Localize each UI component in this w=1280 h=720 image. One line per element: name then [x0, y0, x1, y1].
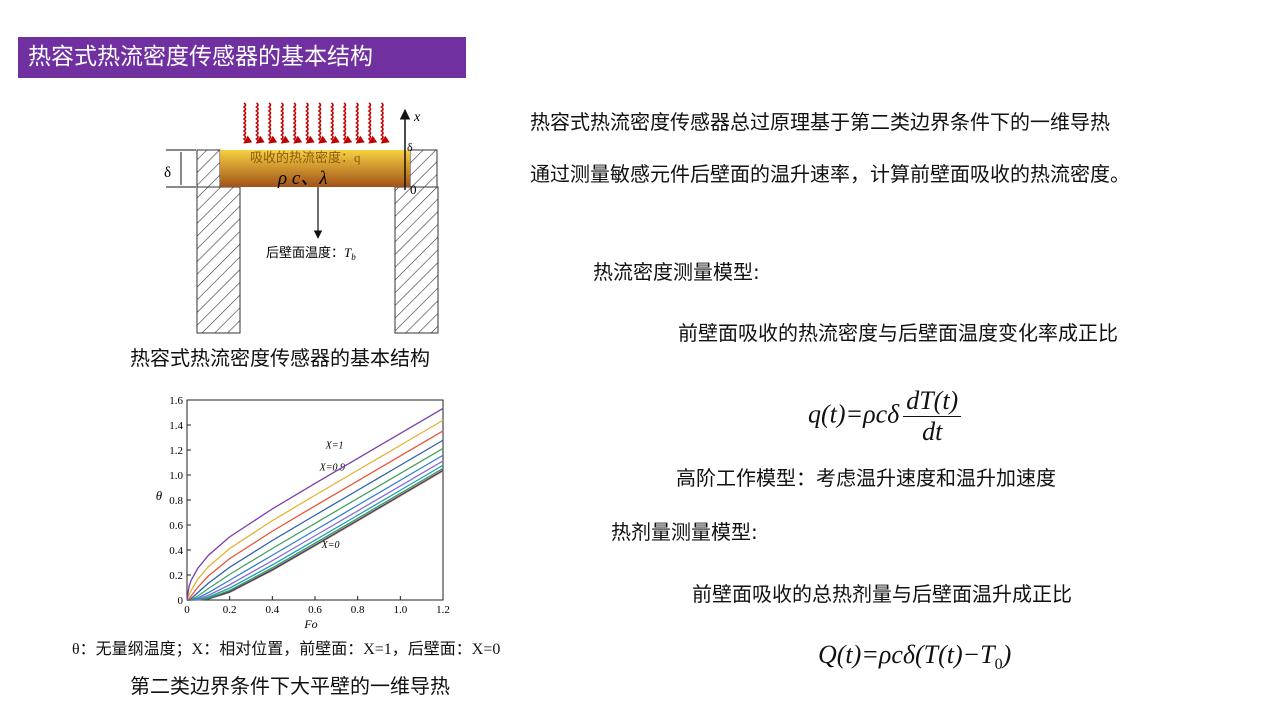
y-tick-label: 0 — [178, 595, 184, 607]
curve-label: X=0.9 — [319, 462, 345, 473]
back-symbol: T — [344, 245, 352, 260]
y-tick-label: 0.8 — [169, 495, 183, 507]
model-text: 前壁面吸收的总热剂量与后壁面温升成正比 — [692, 582, 1072, 606]
sensor-plate — [220, 150, 410, 187]
wave-arrow — [380, 102, 390, 144]
numerator: dT(t) — [903, 386, 962, 417]
absorbed-label: 吸收的热流密度：q — [250, 150, 361, 165]
figure-caption: 热容式热流密度传感器的基本结构 — [130, 346, 430, 370]
wave-arrow — [355, 102, 365, 144]
left-block — [196, 149, 221, 188]
y-tick-label: 1.4 — [169, 420, 183, 432]
model-title: 热流密度测量模型: — [593, 260, 760, 284]
formula-lhs: q(t)=ρcδ — [808, 399, 900, 429]
title-banner: 热容式热流密度传感器的基本结构 — [18, 37, 466, 78]
left-wall — [196, 186, 241, 334]
formula-main: Q(t)=ρcδ(T(t)−T — [818, 640, 995, 669]
curve-label: X=1 — [325, 440, 344, 451]
theta-curve — [186, 419, 444, 601]
right-block — [409, 149, 438, 188]
model-text: 前壁面吸收的热流密度与后壁面温度变化率成正比 — [678, 321, 1118, 345]
y-tick-label: 0.4 — [169, 545, 183, 557]
theta-curve — [187, 447, 444, 601]
theta-curve — [187, 454, 444, 601]
denominator: dt — [922, 417, 943, 446]
x-tick-label: 0 — [184, 604, 190, 616]
chart-note: θ：无量纲温度；X：相对位置，前壁面：X=1，后壁面：X=0 — [72, 641, 501, 658]
x-tick-label: 0.6 — [308, 604, 322, 616]
x-tick-label: 1.2 — [436, 604, 450, 616]
wave-arrow — [330, 102, 340, 144]
y-tick-label: 1.0 — [169, 470, 183, 482]
wave-arrow — [267, 102, 278, 144]
wave-arrow — [342, 102, 353, 144]
theta-chart: 0 0.2 0.4 0.6 0.8 1.0 1.2 1.4 1.6 0 0.2 0.4 0.6 0.8 1.… — [156, 395, 450, 631]
wave-arrow — [305, 102, 315, 144]
heat-flux-arrows — [242, 102, 390, 144]
formula: q(t)=ρcδ dT(t) dt — [808, 386, 962, 447]
delta-right: δ — [407, 140, 413, 154]
chart-caption: 第二类边界条件下大平壁的一维导热 — [130, 674, 450, 698]
theta-curve — [186, 430, 444, 601]
sensor-diagram: 吸收的热流密度：q ρ c、λ 后壁面温度：Tb x 0 δ δ — [164, 102, 439, 334]
theta-curve — [187, 464, 444, 601]
y-tick-label: 1.6 — [169, 395, 183, 407]
delta-left: δ — [164, 165, 171, 181]
curve-label: X=0 — [321, 540, 340, 551]
theta-curve — [186, 407, 444, 601]
model-title: 热剂量测量模型: — [611, 520, 758, 544]
properties-label: ρ c、λ — [277, 168, 328, 189]
wave-arrow — [292, 102, 303, 144]
y-tick-label: 1.2 — [169, 445, 183, 457]
x-tick-label: 1.0 — [393, 604, 407, 616]
intro-line: 热容式热流密度传感器总过原理基于第二类边界条件下的一维导热 — [530, 110, 1110, 134]
axis-x: x — [413, 110, 421, 125]
theta-curve — [186, 439, 444, 601]
back-label: 后壁面温度：Tb — [266, 245, 356, 262]
y-axis-label: θ — [156, 488, 163, 503]
x-tick-label: 0.4 — [265, 604, 279, 616]
x-axis-label: Fo — [303, 617, 317, 631]
y-tick-label: 0.2 — [169, 570, 183, 582]
formula-sub: 0 — [994, 656, 1003, 674]
wave-arrow — [367, 102, 378, 144]
x-tick-label: 0.2 — [223, 604, 237, 616]
right-wall — [394, 186, 439, 334]
wave-arrow — [317, 102, 328, 144]
wave-arrow — [242, 102, 253, 144]
y-tick-label: 0.6 — [169, 520, 183, 532]
intro-line: 通过测量敏感元件后壁面的温升速率，计算前壁面吸收的热流密度。 — [530, 162, 1130, 186]
formula: Q(t)=ρcδ(T(t)−T0) — [818, 640, 1011, 674]
wave-arrow — [280, 102, 290, 144]
x-tick-label: 0.8 — [351, 604, 365, 616]
formula-end: ) — [1002, 640, 1012, 669]
back-text: 后壁面温度： — [266, 245, 344, 260]
axis-zero: 0 — [410, 182, 417, 197]
wave-arrow — [255, 102, 265, 144]
fraction: dT(t) dt — [903, 386, 962, 447]
higher-order-note: 高阶工作模型：考虑温升速度和温升加速度 — [676, 468, 1056, 490]
back-sub: b — [351, 252, 356, 262]
